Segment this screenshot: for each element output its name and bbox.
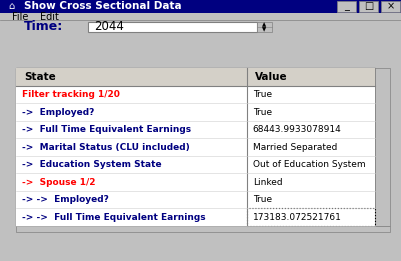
Text: ⌂: ⌂ [8, 1, 14, 11]
Text: Out of Education System: Out of Education System [253, 160, 365, 169]
Text: File: File [12, 12, 28, 22]
Text: Time:: Time: [24, 20, 63, 33]
FancyBboxPatch shape [16, 68, 375, 226]
FancyBboxPatch shape [16, 209, 375, 226]
Text: 2044: 2044 [94, 20, 124, 33]
Text: Linked: Linked [253, 178, 282, 187]
Text: -> ->  Full Time Equivalent Earnings: -> -> Full Time Equivalent Earnings [22, 213, 206, 222]
Text: ▲: ▲ [262, 22, 266, 27]
Text: ->  Spouse 1/2: -> Spouse 1/2 [22, 178, 95, 187]
FancyBboxPatch shape [16, 103, 375, 121]
FancyBboxPatch shape [0, 13, 401, 20]
FancyBboxPatch shape [16, 121, 375, 138]
FancyBboxPatch shape [16, 68, 375, 86]
Text: ->  Employed?: -> Employed? [22, 108, 94, 117]
FancyBboxPatch shape [16, 138, 375, 156]
Text: ->  Full Time Equivalent Earnings: -> Full Time Equivalent Earnings [22, 125, 191, 134]
Text: Show Cross Sectional Data: Show Cross Sectional Data [24, 1, 182, 11]
Text: Married Separated: Married Separated [253, 143, 337, 152]
FancyBboxPatch shape [375, 68, 390, 226]
FancyBboxPatch shape [337, 2, 356, 11]
FancyBboxPatch shape [88, 22, 257, 32]
Text: ->  Marital Status (CLU included): -> Marital Status (CLU included) [22, 143, 190, 152]
Text: □: □ [364, 1, 373, 11]
Text: _: _ [344, 1, 349, 11]
FancyBboxPatch shape [16, 226, 390, 232]
Text: -> ->  Employed?: -> -> Employed? [22, 195, 109, 204]
Text: True: True [253, 195, 272, 204]
FancyBboxPatch shape [381, 2, 400, 11]
FancyBboxPatch shape [16, 86, 375, 103]
Text: Edit: Edit [40, 12, 59, 22]
FancyBboxPatch shape [257, 22, 272, 32]
Text: Filter tracking 1/20: Filter tracking 1/20 [22, 90, 120, 99]
FancyBboxPatch shape [16, 156, 375, 173]
FancyBboxPatch shape [359, 2, 378, 11]
FancyBboxPatch shape [16, 191, 375, 209]
FancyBboxPatch shape [0, 0, 401, 13]
Text: State: State [24, 72, 56, 82]
Text: ▼: ▼ [262, 27, 266, 32]
FancyBboxPatch shape [16, 173, 375, 191]
Text: ->  Education System State: -> Education System State [22, 160, 162, 169]
Text: 173183.072521761: 173183.072521761 [253, 213, 342, 222]
Text: Value: Value [255, 72, 287, 82]
Text: 68443.9933078914: 68443.9933078914 [253, 125, 341, 134]
Text: ×: × [387, 1, 395, 11]
Text: True: True [253, 108, 272, 117]
Text: True: True [253, 90, 272, 99]
